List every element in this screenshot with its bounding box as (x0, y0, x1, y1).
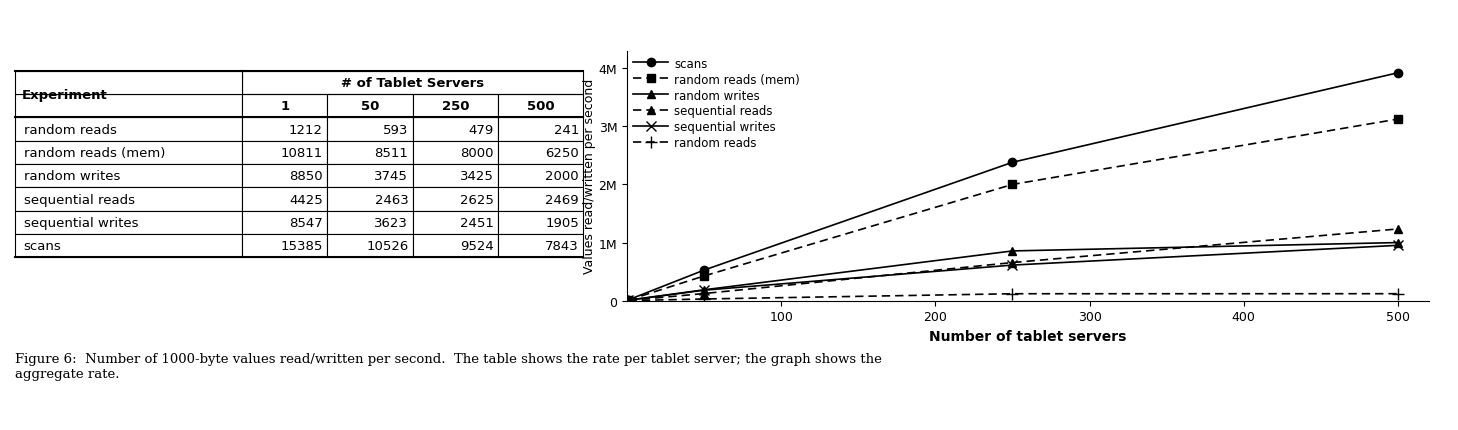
sequential writes (620, 298, 637, 303)
random reads (mem) (1389, 117, 1407, 122)
Text: Experiment: Experiment (22, 88, 108, 101)
random reads (mem) (695, 274, 713, 279)
Line: sequential reads: sequential reads (624, 225, 1403, 305)
Text: Figure 6:  Number of 1000-byte values read/written per second.  The table shows : Figure 6: Number of 1000-byte values rea… (15, 353, 882, 381)
random reads (620, 298, 637, 304)
random reads (1003, 292, 1021, 297)
sequential reads (1003, 260, 1021, 265)
random writes (1389, 240, 1407, 246)
scans (620, 298, 637, 303)
sequential writes (1003, 263, 1021, 268)
scans (1389, 71, 1407, 76)
sequential reads (695, 291, 713, 296)
random reads (mem) (620, 298, 637, 303)
random reads (695, 297, 713, 302)
random reads (mem) (1003, 182, 1021, 187)
scans (695, 268, 713, 273)
Line: random reads: random reads (623, 289, 1404, 307)
Legend: scans, random reads (mem), random writes, sequential reads, sequential writes, r: scans, random reads (mem), random writes… (633, 58, 800, 150)
Line: random writes: random writes (624, 239, 1403, 304)
Text: # of Tablet Servers: # of Tablet Servers (341, 77, 484, 90)
random writes (695, 288, 713, 293)
sequential writes (1389, 243, 1407, 249)
sequential reads (620, 298, 637, 303)
Y-axis label: Values read/written per second: Values read/written per second (583, 79, 596, 274)
random writes (1003, 249, 1021, 254)
X-axis label: Number of tablet servers: Number of tablet servers (929, 329, 1127, 343)
random reads (1389, 292, 1407, 297)
Line: sequential writes: sequential writes (624, 241, 1403, 305)
scans (1003, 160, 1021, 166)
sequential reads (1389, 227, 1407, 232)
Line: random reads (mem): random reads (mem) (624, 116, 1403, 304)
random writes (620, 298, 637, 303)
sequential writes (695, 288, 713, 293)
Line: scans: scans (624, 69, 1403, 304)
